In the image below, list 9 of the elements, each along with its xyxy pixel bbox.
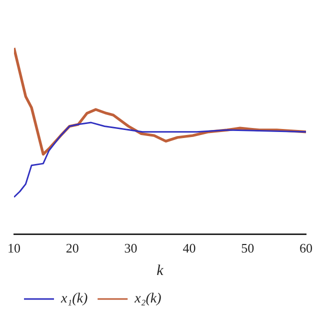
x-tick-label: 60 xyxy=(300,240,312,256)
x-tick-label: 40 xyxy=(182,240,196,256)
x-tick-label: 10 xyxy=(8,240,20,256)
x-tick-label: 30 xyxy=(124,240,138,256)
x-axis-title: k xyxy=(156,262,164,279)
legend-label: x₂(k) xyxy=(134,292,162,307)
legend-label: x₁(k) xyxy=(60,292,88,307)
x-tick-label: 20 xyxy=(66,240,79,256)
x-tick-label: 50 xyxy=(241,240,254,256)
